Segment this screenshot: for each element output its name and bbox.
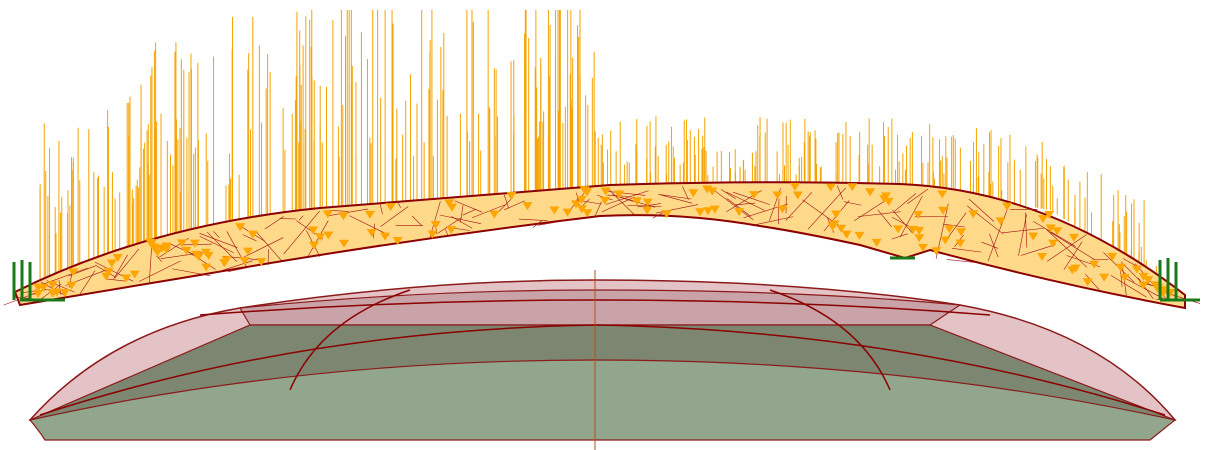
- structure-view: [0, 0, 1206, 450]
